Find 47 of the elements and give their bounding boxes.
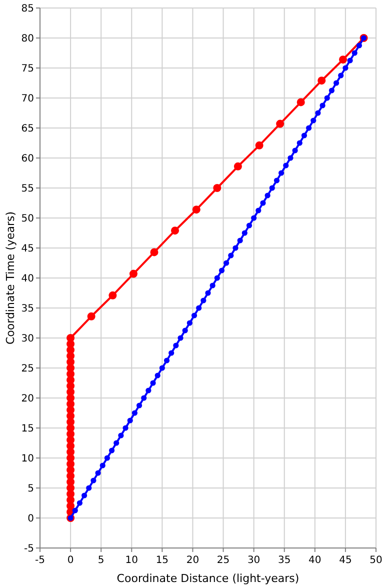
point xyxy=(108,291,117,300)
y-tick-label: 35 xyxy=(21,304,34,314)
x-axis-title: Coordinate Distance (light-years) xyxy=(116,572,300,585)
x-tick-label: 20 xyxy=(186,555,200,566)
y-tick-label: 70 xyxy=(21,94,34,104)
point xyxy=(150,248,158,256)
x-tick-label: 35 xyxy=(278,555,291,566)
point xyxy=(66,334,75,342)
y-axis-title: Coordinate Time (years) xyxy=(4,211,17,345)
point xyxy=(129,270,138,278)
y-tick-label: 30 xyxy=(21,334,34,344)
y-tick-label: 15 xyxy=(21,424,34,434)
point xyxy=(255,141,264,150)
y-tick-label: 65 xyxy=(21,124,34,134)
x-tick-label: 40 xyxy=(308,555,322,566)
y-tick-label: -5 xyxy=(24,544,34,554)
y-tick-label: 0 xyxy=(28,514,34,524)
x-tick-label: 5 xyxy=(98,555,104,566)
point xyxy=(87,312,96,320)
y-tick-label: 5 xyxy=(28,484,34,494)
y-tick-label: 55 xyxy=(21,184,34,194)
x-tick-label: 30 xyxy=(247,555,260,566)
y-tick-label: 45 xyxy=(21,244,34,254)
y-tick-label: 10 xyxy=(21,454,34,464)
point xyxy=(213,184,222,192)
point xyxy=(296,98,305,106)
point xyxy=(339,56,348,64)
y-tick-label: 50 xyxy=(21,214,34,224)
x-tick-label: 10 xyxy=(125,555,138,566)
point xyxy=(171,226,180,235)
x-tick-label: -5 xyxy=(35,555,45,566)
point xyxy=(318,76,326,85)
y-tick-label: 60 xyxy=(21,154,34,164)
y-tick-label: 75 xyxy=(21,64,34,74)
y-tick-label: 20 xyxy=(21,394,34,404)
x-tick-label: 45 xyxy=(339,555,352,566)
point xyxy=(276,120,284,128)
y-tick-label: 80 xyxy=(21,34,34,44)
y-tick-label: 40 xyxy=(21,274,34,284)
x-tick-label: 25 xyxy=(216,555,230,566)
point xyxy=(192,206,200,214)
point xyxy=(234,162,242,170)
x-tick-label: 0 xyxy=(67,555,74,566)
y-tick-label: 25 xyxy=(21,364,34,374)
x-tick-label: 50 xyxy=(370,555,382,566)
x-tick-label: 15 xyxy=(156,555,169,566)
y-tick-label: 85 xyxy=(21,4,34,14)
